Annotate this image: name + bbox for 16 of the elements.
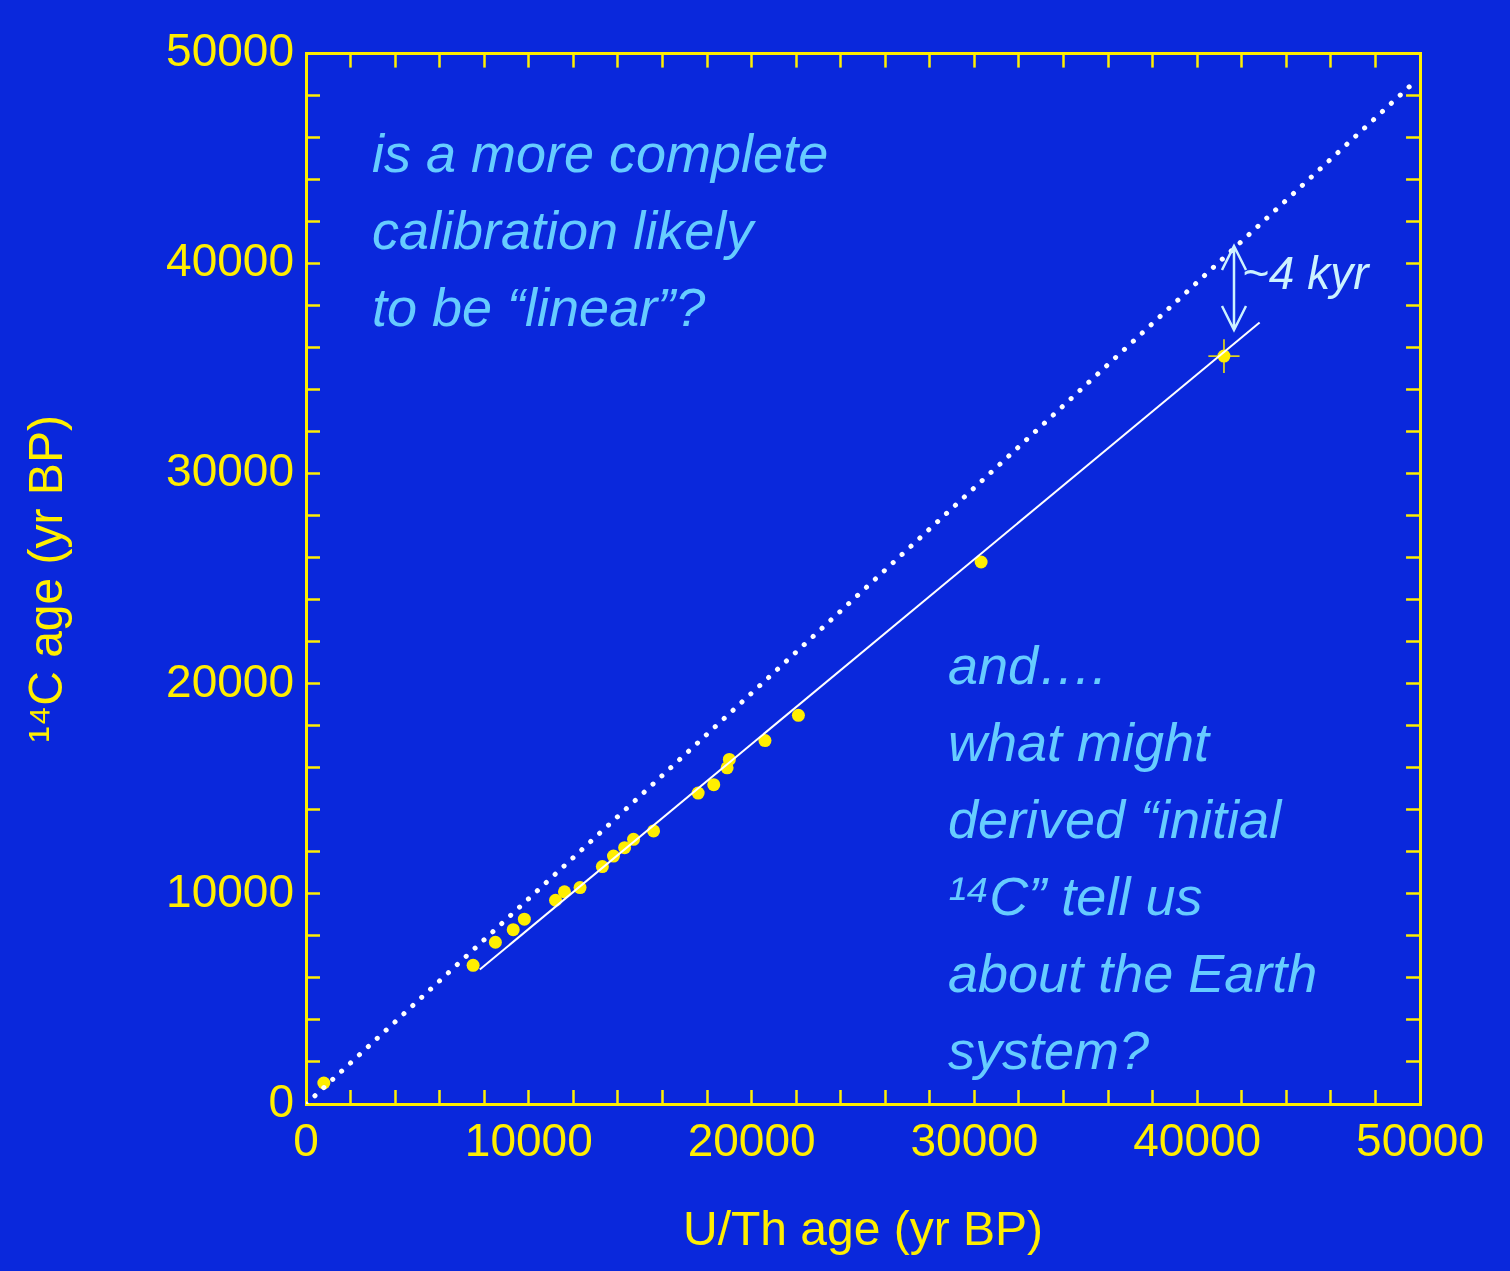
y-tick-label: 20000 bbox=[166, 654, 294, 707]
annotation: and…. what might derived “initial ¹⁴C” tell us about the Earth system? bbox=[948, 635, 1318, 1080]
y-tick-label: 40000 bbox=[166, 234, 294, 287]
y-tick-label: 50000 bbox=[166, 24, 294, 77]
y-axis-title: ¹⁴C age (yr BP) bbox=[19, 415, 73, 743]
x-tick-label: 10000 bbox=[464, 1114, 593, 1167]
annotation: is a more complete calibration likely to be “linear”? bbox=[372, 123, 829, 337]
y-tick-label: 30000 bbox=[166, 444, 294, 497]
x-tick-label: 20000 bbox=[687, 1114, 816, 1167]
x-tick-label: 50000 bbox=[1356, 1114, 1484, 1167]
x-tick-label: 30000 bbox=[910, 1114, 1039, 1167]
y-tick-label: 10000 bbox=[166, 864, 294, 917]
x-tick-label: 40000 bbox=[1133, 1114, 1262, 1167]
annotation: ~4 kyr bbox=[1242, 246, 1371, 299]
y-tick-label: 0 bbox=[268, 1074, 294, 1127]
x-axis-title: U/Th age (yr BP) bbox=[682, 1202, 1044, 1256]
